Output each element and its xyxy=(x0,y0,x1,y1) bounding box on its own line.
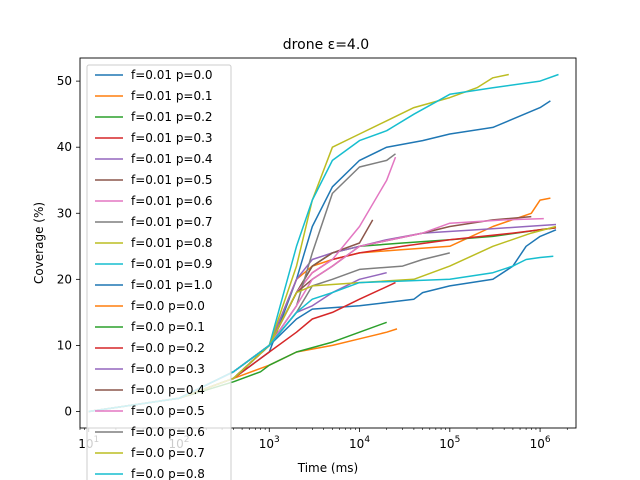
legend-entry: f=0.0 p=0.2 xyxy=(131,341,205,355)
y-tick-label: 30 xyxy=(57,206,72,220)
legend-entry: f=0.0 p=0.4 xyxy=(131,383,205,397)
y-axis: 0 10 20 30 40 50 xyxy=(57,74,80,418)
y-tick-label: 40 xyxy=(57,140,72,154)
y-axis-label: Coverage (%) xyxy=(32,202,46,284)
axes-frame xyxy=(79,57,577,429)
legend-entry: f=0.0 p=0.0 xyxy=(131,299,205,313)
legend-entry: f=0.01 p=0.9 xyxy=(131,257,213,271)
legend-entry: f=0.01 p=0.4 xyxy=(131,152,213,166)
x-tick-label: 105 xyxy=(439,435,460,451)
y-tick-label: 50 xyxy=(57,74,72,88)
series-line-19 xyxy=(88,255,554,413)
legend-entry: f=0.01 p=0.6 xyxy=(131,194,213,208)
x-tick-label: 106 xyxy=(530,435,551,451)
legend-box xyxy=(86,64,232,480)
chart-title: drone ε=4.0 xyxy=(283,37,369,53)
x-tick-label: 104 xyxy=(349,435,370,451)
legend-entry: f=0.0 p=0.5 xyxy=(131,404,205,418)
legend: f=0.01 p=0.0 f=0.01 p=0.1 f=0.01 p=0.2 f=0.… xyxy=(86,64,232,480)
legend-entry: f=0.0 p=0.7 xyxy=(131,446,205,460)
x-axis-label: Time (ms) xyxy=(297,461,359,475)
legend-entry: f=0.01 p=0.2 xyxy=(131,110,213,124)
x-tick-label: 103 xyxy=(259,435,280,451)
legend-entry: f=0.01 p=0.5 xyxy=(131,173,213,187)
legend-entry: f=0.0 p=0.6 xyxy=(131,425,205,439)
y-tick-label: 0 xyxy=(64,404,72,418)
legend-entry: f=0.01 p=0.0 xyxy=(131,68,213,82)
legend-entry: f=0.01 p=0.3 xyxy=(131,131,213,145)
legend-entry: f=0.01 p=0.7 xyxy=(131,215,213,229)
legend-entry: f=0.01 p=1.0 xyxy=(131,278,213,292)
legend-entry: f=0.0 p=0.1 xyxy=(131,320,205,334)
y-tick-label: 10 xyxy=(57,338,72,352)
legend-entry: f=0.01 p=0.1 xyxy=(131,89,213,103)
y-tick-label: 20 xyxy=(57,272,72,286)
legend-entry: f=0.0 p=0.3 xyxy=(131,362,205,376)
legend-entry: f=0.0 p=0.8 xyxy=(131,467,205,480)
legend-entry: f=0.01 p=0.8 xyxy=(131,236,213,250)
